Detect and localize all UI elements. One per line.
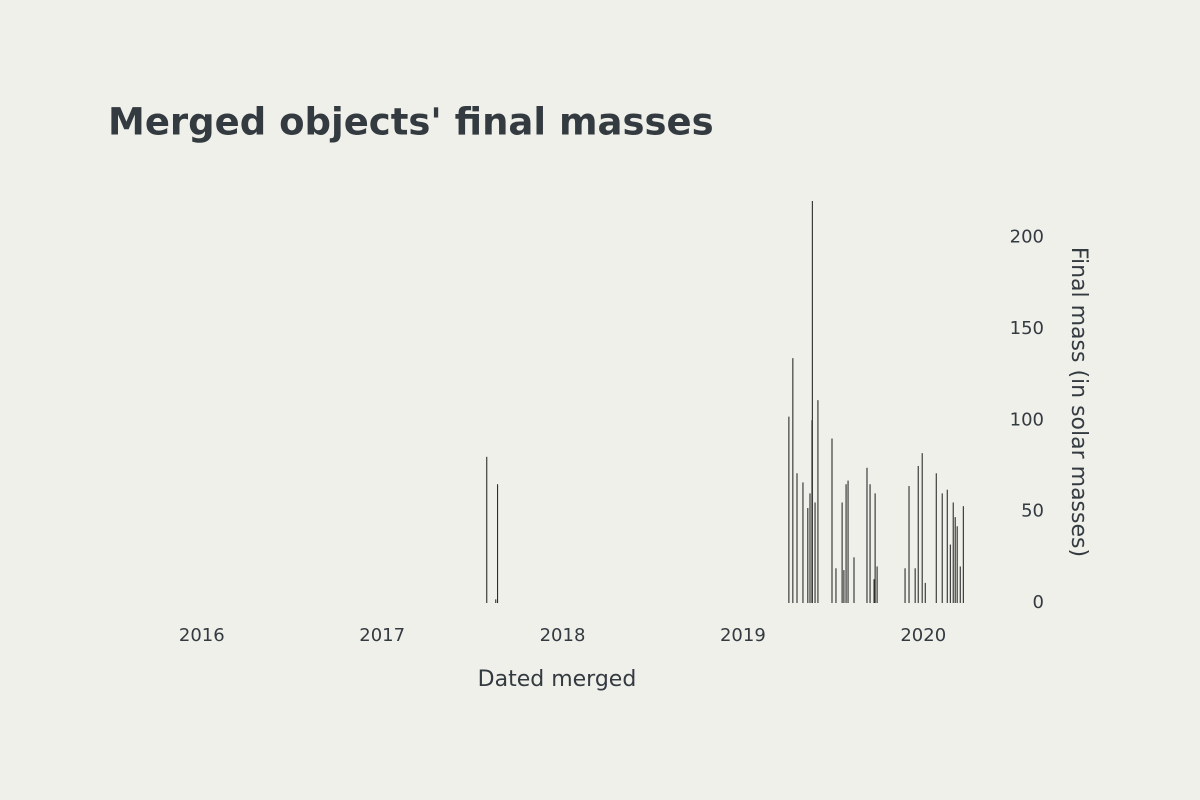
bar: [924, 582, 926, 603]
bar: [956, 526, 958, 603]
x-tick-label: 2016: [179, 625, 225, 646]
x-tick-label: 2018: [540, 625, 586, 646]
bar: [962, 506, 964, 603]
bar: [876, 566, 878, 603]
bar: [792, 358, 794, 603]
bar: [921, 453, 923, 603]
y-tick-label: 50: [1021, 501, 1044, 522]
bar: [935, 473, 937, 603]
x-tick-label: 2019: [720, 625, 766, 646]
bar: [497, 484, 499, 603]
bar: [811, 201, 813, 603]
bar: [949, 544, 951, 603]
bar: [843, 570, 845, 603]
bar: [841, 502, 843, 603]
bar: [869, 484, 871, 603]
bar: [946, 489, 948, 603]
bar: [917, 465, 919, 603]
bar: [831, 438, 833, 603]
bar: [809, 493, 811, 603]
bar: [959, 566, 961, 603]
bar: [495, 599, 497, 603]
bar: [954, 517, 956, 603]
bar: [866, 467, 868, 603]
y-tick-label: 0: [1033, 592, 1044, 613]
bar: [817, 400, 819, 603]
bar: [873, 579, 875, 603]
bar: [874, 493, 876, 603]
bar: [908, 486, 910, 603]
bar: [952, 502, 954, 603]
y-axis-label: Final mass (in solar masses): [1066, 247, 1091, 557]
bar: [486, 456, 488, 603]
bar: [814, 502, 816, 603]
bar: [941, 493, 943, 603]
x-tick-label: 2020: [900, 625, 946, 646]
y-tick-label: 150: [1010, 318, 1044, 339]
bar: [807, 507, 809, 603]
x-axis-label: Dated merged: [478, 667, 637, 692]
bar: [835, 568, 837, 603]
bar: [796, 473, 798, 603]
x-tick-label: 2017: [359, 625, 405, 646]
bar: [788, 416, 790, 603]
bar: [845, 484, 847, 603]
y-tick-label: 100: [1010, 409, 1044, 430]
bar: [853, 557, 855, 603]
bar: [914, 568, 916, 603]
bar: [847, 480, 849, 603]
bar: [904, 568, 906, 603]
bar: [802, 482, 804, 603]
chart-title: Merged objects' final masses: [108, 101, 714, 144]
y-tick-label: 200: [1010, 227, 1044, 248]
